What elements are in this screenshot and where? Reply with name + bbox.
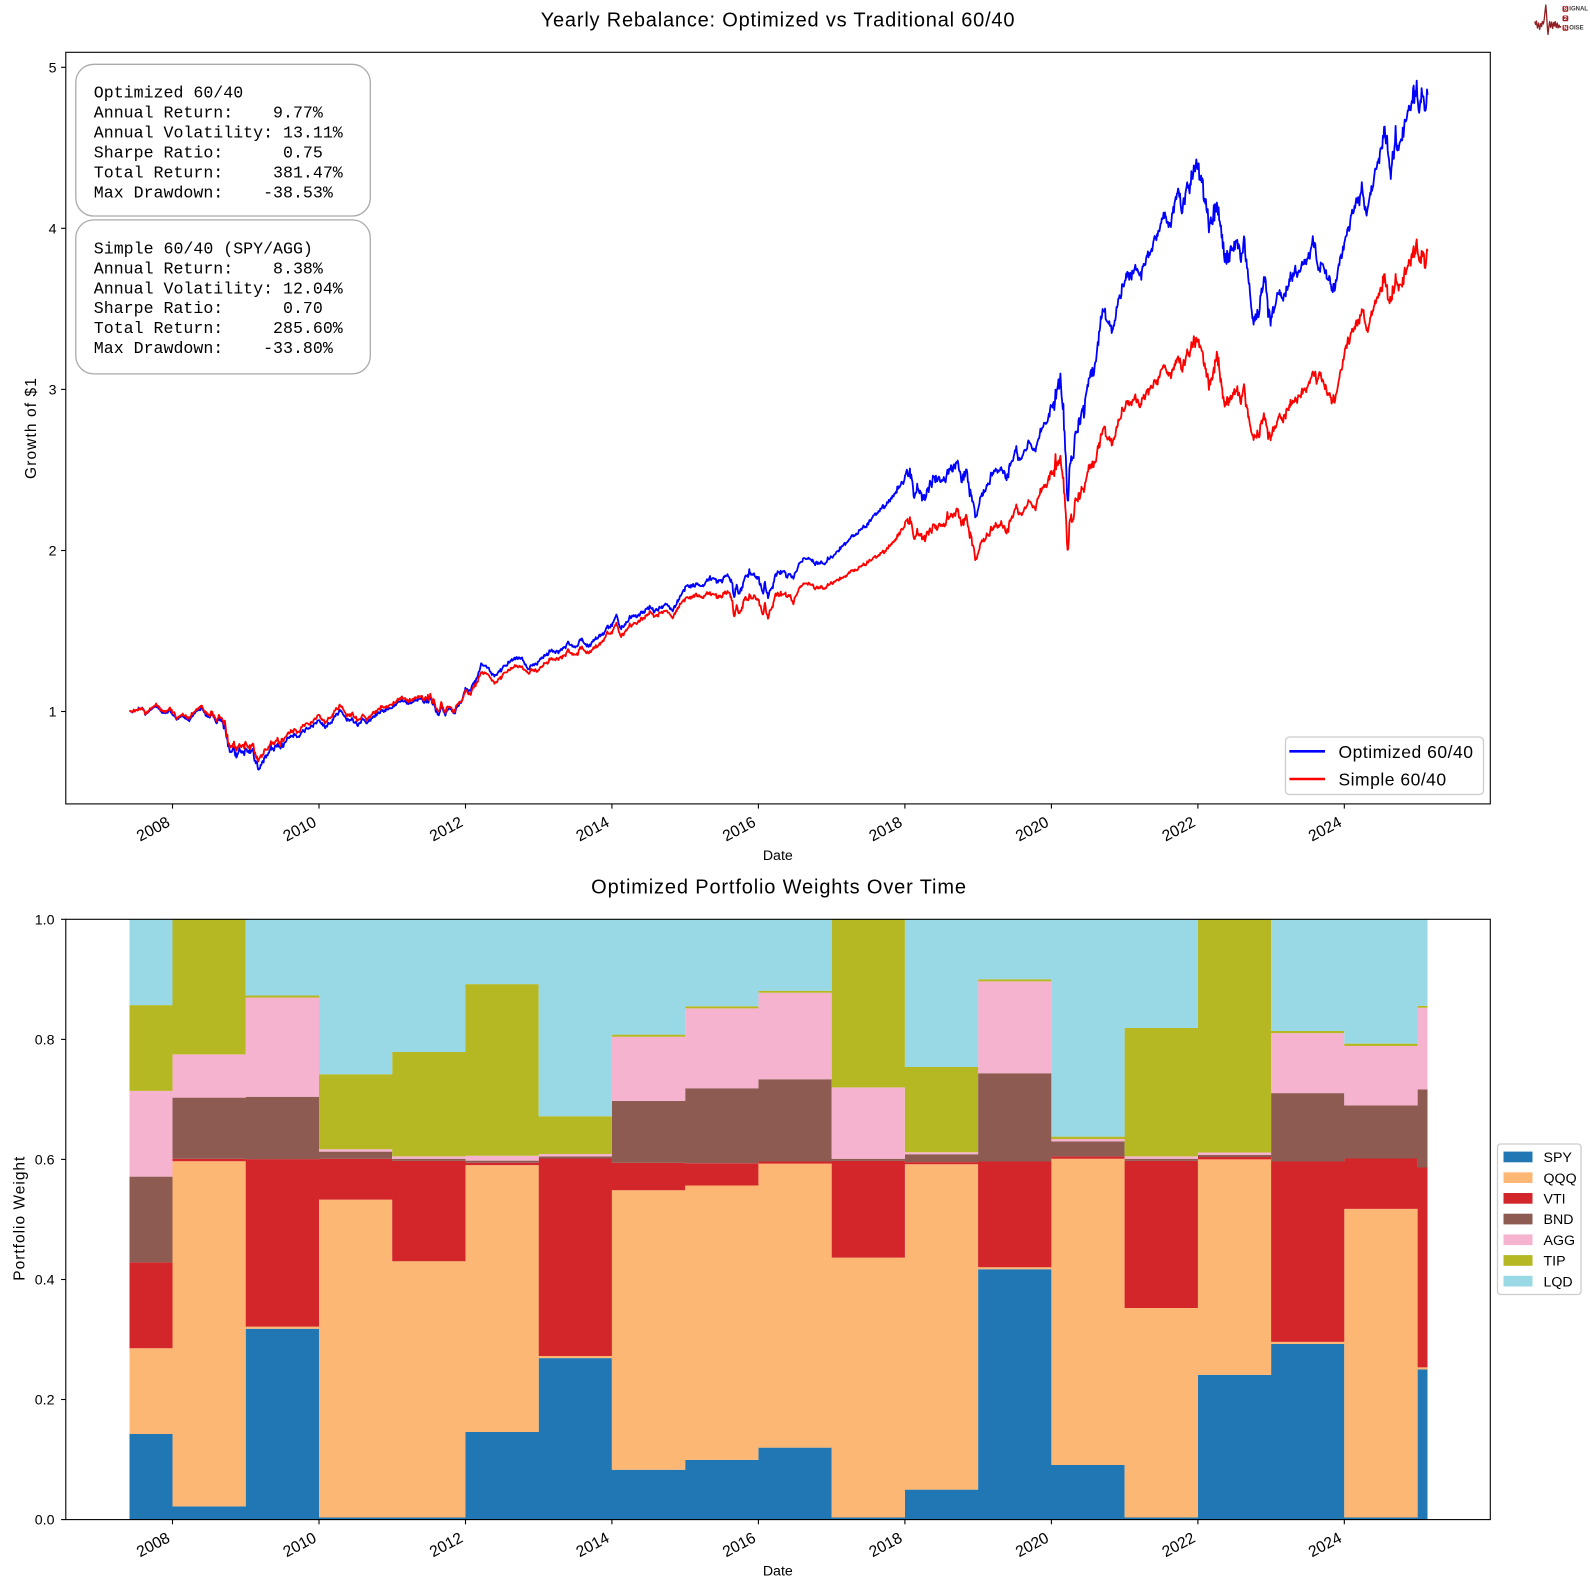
- svg-text:S: S: [1564, 7, 1568, 13]
- svg-text:Optimized 60/40: Optimized 60/40: [94, 84, 243, 103]
- svg-text:Max Drawdown: -38.53%: Max Drawdown: -38.53%: [94, 184, 333, 203]
- svg-text:TIP: TIP: [1544, 1254, 1566, 1270]
- svg-text:Optimized Portfolio Weights Ov: Optimized Portfolio Weights Over Time: [591, 876, 967, 898]
- svg-text:Portfolio Weight: Portfolio Weight: [11, 1156, 28, 1281]
- svg-text:Date: Date: [763, 848, 793, 864]
- svg-text:Total Return: 285.60%: Total Return: 285.60%: [94, 319, 343, 338]
- svg-text:0.2: 0.2: [35, 1393, 55, 1409]
- svg-text:N: N: [1563, 26, 1567, 32]
- svg-text:Date: Date: [763, 1564, 793, 1580]
- svg-text:0.6: 0.6: [35, 1153, 55, 1169]
- svg-text:VTI: VTI: [1544, 1192, 1566, 1208]
- svg-text:2: 2: [1564, 16, 1567, 22]
- svg-text:0.0: 0.0: [35, 1513, 55, 1529]
- svg-text:5: 5: [49, 60, 57, 76]
- svg-text:2: 2: [49, 544, 57, 560]
- svg-text:Annual Return: 9.77%: Annual Return: 9.77%: [94, 104, 323, 123]
- svg-text:Sharpe Ratio: 0.75: Sharpe Ratio: 0.75: [94, 144, 323, 163]
- svg-text:Sharpe Ratio: 0.70: Sharpe Ratio: 0.70: [94, 299, 323, 318]
- svg-text:SPY: SPY: [1544, 1150, 1573, 1166]
- svg-text:0.4: 0.4: [35, 1273, 55, 1289]
- svg-text:IGNAL: IGNAL: [1569, 7, 1588, 13]
- svg-text:AGG: AGG: [1544, 1233, 1576, 1249]
- svg-text:Yearly Rebalance: Optimized vs: Yearly Rebalance: Optimized vs Tradition…: [541, 10, 1016, 32]
- svg-text:OISE: OISE: [1569, 26, 1583, 32]
- svg-text:Simple 60/40: Simple 60/40: [1339, 770, 1447, 790]
- svg-text:Annual Return: 8.38%: Annual Return: 8.38%: [94, 259, 323, 278]
- svg-text:Annual Volatility: 13.11%: Annual Volatility: 13.11%: [94, 124, 343, 143]
- svg-text:Annual Volatility: 12.04%: Annual Volatility: 12.04%: [94, 279, 343, 298]
- svg-text:4: 4: [49, 221, 57, 237]
- svg-text:1.0: 1.0: [35, 912, 55, 928]
- svg-text:Total Return: 381.47%: Total Return: 381.47%: [94, 164, 343, 183]
- svg-text:Optimized 60/40: Optimized 60/40: [1339, 742, 1474, 762]
- svg-text:QQQ: QQQ: [1544, 1171, 1577, 1187]
- svg-text:BND: BND: [1544, 1212, 1574, 1228]
- svg-text:3: 3: [49, 383, 57, 399]
- svg-text:Max Drawdown: -33.80%: Max Drawdown: -33.80%: [94, 339, 333, 358]
- svg-text:Growth of $1: Growth of $1: [23, 377, 40, 479]
- svg-text:1: 1: [49, 705, 57, 721]
- svg-text:Simple 60/40 (SPY/AGG): Simple 60/40 (SPY/AGG): [94, 239, 313, 258]
- svg-text:LQD: LQD: [1544, 1274, 1573, 1290]
- svg-text:0.8: 0.8: [35, 1033, 55, 1049]
